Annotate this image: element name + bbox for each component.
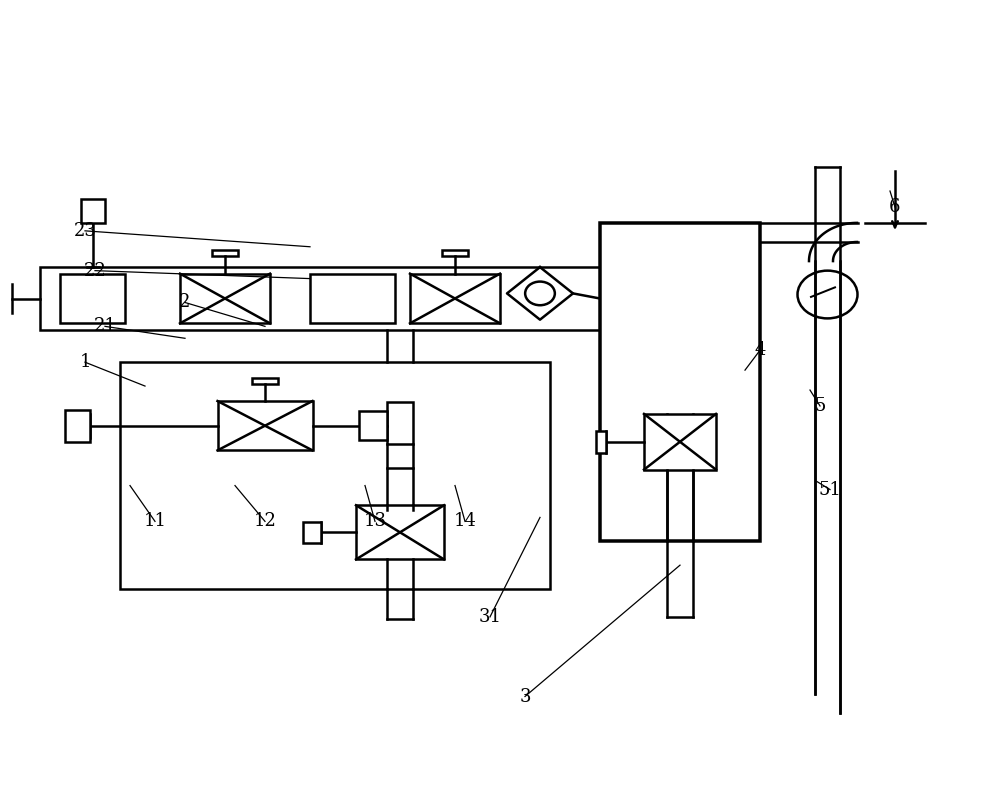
Bar xyxy=(65,410,90,442)
Text: 51: 51 xyxy=(819,481,841,498)
Bar xyxy=(218,401,312,451)
Text: 13: 13 xyxy=(364,513,386,530)
Text: 31: 31 xyxy=(479,608,502,626)
Polygon shape xyxy=(507,267,573,320)
Text: 11: 11 xyxy=(144,513,166,530)
Bar xyxy=(596,431,606,453)
Text: 12: 12 xyxy=(254,513,276,530)
Text: 23: 23 xyxy=(74,222,96,240)
Bar xyxy=(252,378,278,384)
Bar xyxy=(120,362,550,589)
Text: 5: 5 xyxy=(814,397,826,415)
Text: 6: 6 xyxy=(889,198,901,216)
Bar xyxy=(40,267,600,330)
Bar xyxy=(180,274,270,323)
Text: 4: 4 xyxy=(754,341,766,359)
Text: 14: 14 xyxy=(454,513,476,530)
Bar xyxy=(80,199,104,223)
Bar xyxy=(359,412,387,440)
Bar xyxy=(60,275,125,322)
Bar xyxy=(600,223,760,541)
Bar xyxy=(387,403,413,444)
Bar xyxy=(442,250,468,256)
Bar xyxy=(410,274,500,323)
Bar xyxy=(212,250,238,256)
Text: 21: 21 xyxy=(94,318,116,335)
Bar xyxy=(310,275,395,322)
Text: 3: 3 xyxy=(519,688,531,705)
Bar xyxy=(387,468,413,509)
Bar xyxy=(356,505,444,560)
Text: 22: 22 xyxy=(84,262,106,279)
Bar xyxy=(644,414,716,470)
Text: 1: 1 xyxy=(79,353,91,371)
Text: 2: 2 xyxy=(179,294,191,311)
Bar xyxy=(303,522,321,543)
